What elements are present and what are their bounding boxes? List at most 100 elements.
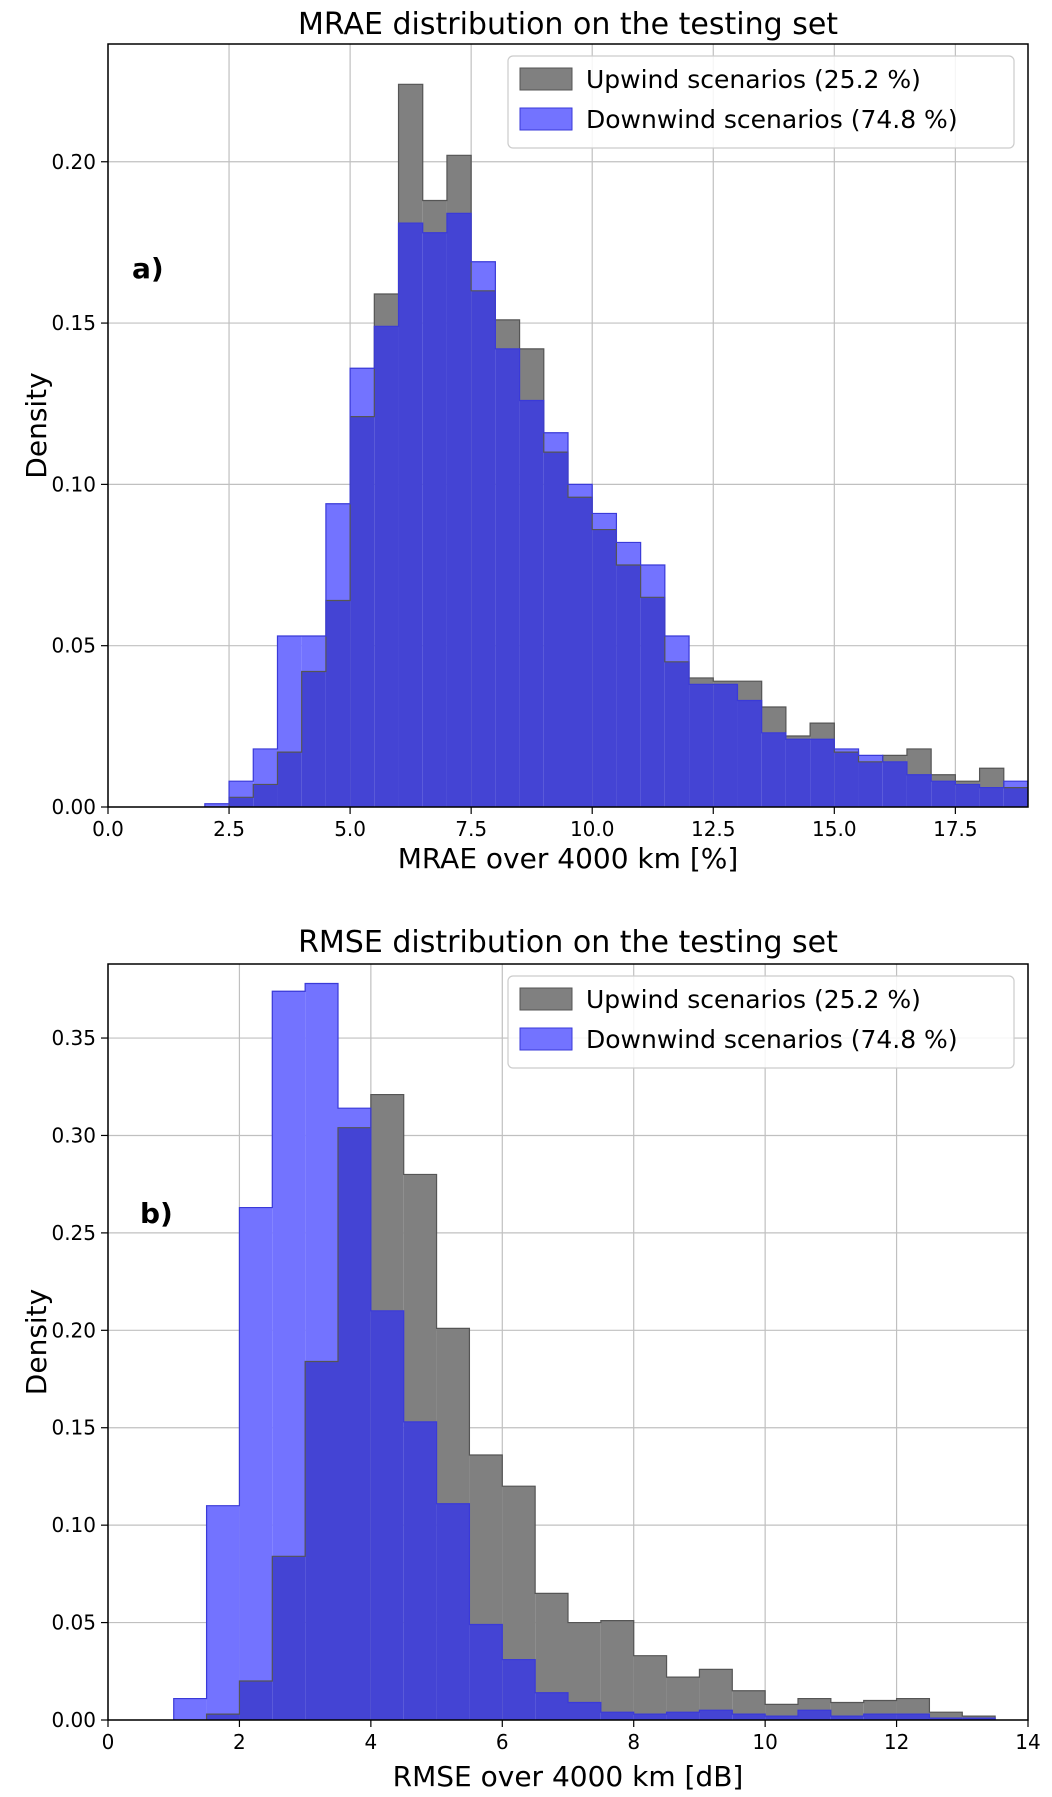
x-tick-label: 4 <box>364 1730 377 1754</box>
bar-overlap <box>962 1718 996 1720</box>
bar-overlap <box>398 223 423 807</box>
bar-overlap <box>761 732 786 807</box>
legend-box <box>507 975 1015 1069</box>
x-tick-label: 12.5 <box>691 817 736 841</box>
series-outline-downwind <box>204 212 1028 807</box>
bar-overlap <box>785 739 811 807</box>
bar-upwind <box>863 1700 897 1715</box>
bar-upwind <box>666 1677 700 1713</box>
bar-downwind <box>173 1698 207 1720</box>
bar-downwind <box>305 983 338 1362</box>
bar-upwind <box>568 1622 601 1703</box>
bar-overlap <box>1028 784 1052 807</box>
bar-upwind <box>469 1455 503 1625</box>
x-tick-label: 14 <box>1015 1730 1040 1754</box>
x-axis-label: MRAE over 4000 km [%] <box>398 842 739 875</box>
grid <box>107 44 1028 808</box>
bar-upwind <box>896 1698 930 1715</box>
bar-overlap <box>239 1681 273 1720</box>
bar-overlap <box>272 1556 306 1720</box>
bar-upwind <box>732 1690 766 1715</box>
x-tick-label: 2 <box>233 1730 246 1754</box>
legend: Upwind scenarios (25.2 %) Downwind scenar… <box>507 55 1015 149</box>
bar-overlap <box>931 781 956 807</box>
bar-downwind <box>204 803 230 807</box>
bar-upwind <box>374 294 399 327</box>
ticks: 0.0 2.5 5.0 7.5 10.0 12.5 15.0 17.5 0.00 0.05 0.10… <box>51 150 977 841</box>
bar-downwind <box>834 748 859 753</box>
bar-overlap <box>732 1714 766 1720</box>
bar-upwind <box>737 681 762 701</box>
legend-label-downwind: Downwind scenarios (74.8 %) <box>586 1025 958 1054</box>
bar-overlap <box>374 326 399 807</box>
x-tick-label: 2.5 <box>213 817 245 841</box>
x-tick-label: 0.0 <box>92 817 124 841</box>
legend-swatch-downwind <box>519 107 573 131</box>
bar-overlap <box>502 1659 536 1720</box>
bar-downwind <box>206 1505 240 1715</box>
bar-upwind <box>370 1094 404 1311</box>
plot-area: 0.0 2.5 5.0 7.5 10.0 12.5 15.0 17.5 0.00 0.05 0.10… <box>51 43 1052 841</box>
bar-overlap <box>338 1127 371 1720</box>
bar-downwind <box>325 503 351 601</box>
x-tick-label: 10 <box>752 1730 777 1754</box>
axes-frame <box>107 43 1029 808</box>
x-tick-label: 5.0 <box>334 817 366 841</box>
bar-overlap <box>535 1692 568 1720</box>
legend-label-upwind: Upwind scenarios (25.2 %) <box>586 985 921 1014</box>
panel-a-mrae: 0.0 2.5 5.0 7.5 10.0 12.5 15.0 17.5 0.00 0.05 0.10… <box>20 7 1052 875</box>
x-tick-label: 15.0 <box>812 817 857 841</box>
x-tick-label: 12 <box>884 1730 909 1754</box>
bar-downwind <box>592 513 617 530</box>
legend: Upwind scenarios (25.2 %) Downwind scenar… <box>507 975 1015 1069</box>
bar-upwind <box>929 1712 963 1719</box>
bars <box>204 83 1052 807</box>
bar-upwind <box>495 319 520 349</box>
bar-overlap <box>765 1716 798 1720</box>
x-axis-label: RMSE over 4000 km [dB] <box>393 1760 744 1793</box>
bar-overlap <box>616 565 641 807</box>
bar-overlap <box>471 290 496 807</box>
y-tick-label: 0.00 <box>51 1708 96 1732</box>
bar-overlap <box>206 1714 240 1720</box>
bar-overlap <box>633 1714 667 1720</box>
bar-overlap <box>666 1712 700 1720</box>
bar-upwind <box>962 1716 996 1719</box>
bar-overlap <box>543 452 568 807</box>
bar-downwind <box>239 1207 273 1682</box>
y-tick-label: 0.25 <box>51 1221 96 1245</box>
bar-overlap <box>1003 787 1028 807</box>
bar-downwind <box>568 484 593 498</box>
bar-overlap <box>519 400 544 807</box>
y-tick-label: 0.15 <box>51 1416 96 1440</box>
bar-upwind <box>765 1704 798 1717</box>
bar-upwind <box>761 706 786 733</box>
bar-upwind <box>502 1486 536 1660</box>
bar-overlap <box>469 1624 503 1720</box>
x-tick-label: 0 <box>102 1730 115 1754</box>
plot-area: 0 2 4 6 8 10 12 14 0.00 0.05 0.10 0.15 0.20 0.25 0.30 0… <box>51 963 1041 1754</box>
bar-overlap <box>737 700 762 807</box>
bar-overlap <box>568 1702 601 1720</box>
bar-downwind <box>1003 781 1028 788</box>
bar-overlap <box>229 797 254 807</box>
x-tick-label: 17.5 <box>933 817 978 841</box>
y-tick-label: 0.05 <box>51 1611 96 1635</box>
bar-overlap <box>305 1361 338 1720</box>
bar-overlap <box>979 787 1004 807</box>
bar-overlap <box>810 739 835 807</box>
bar-downwind <box>350 368 375 417</box>
bar-overlap <box>436 1503 470 1720</box>
bar-downwind <box>301 636 326 672</box>
bar-downwind <box>338 1108 371 1128</box>
bar-overlap <box>798 1710 831 1720</box>
bar-overlap <box>699 1710 733 1720</box>
bar-overlap <box>834 752 859 807</box>
bar-upwind <box>979 768 1004 788</box>
bar-downwind <box>543 432 568 453</box>
y-tick-label: 0.10 <box>51 472 96 496</box>
bar-overlap <box>370 1310 404 1720</box>
bar-overlap <box>689 684 714 807</box>
y-tick-label: 0.15 <box>51 311 96 335</box>
